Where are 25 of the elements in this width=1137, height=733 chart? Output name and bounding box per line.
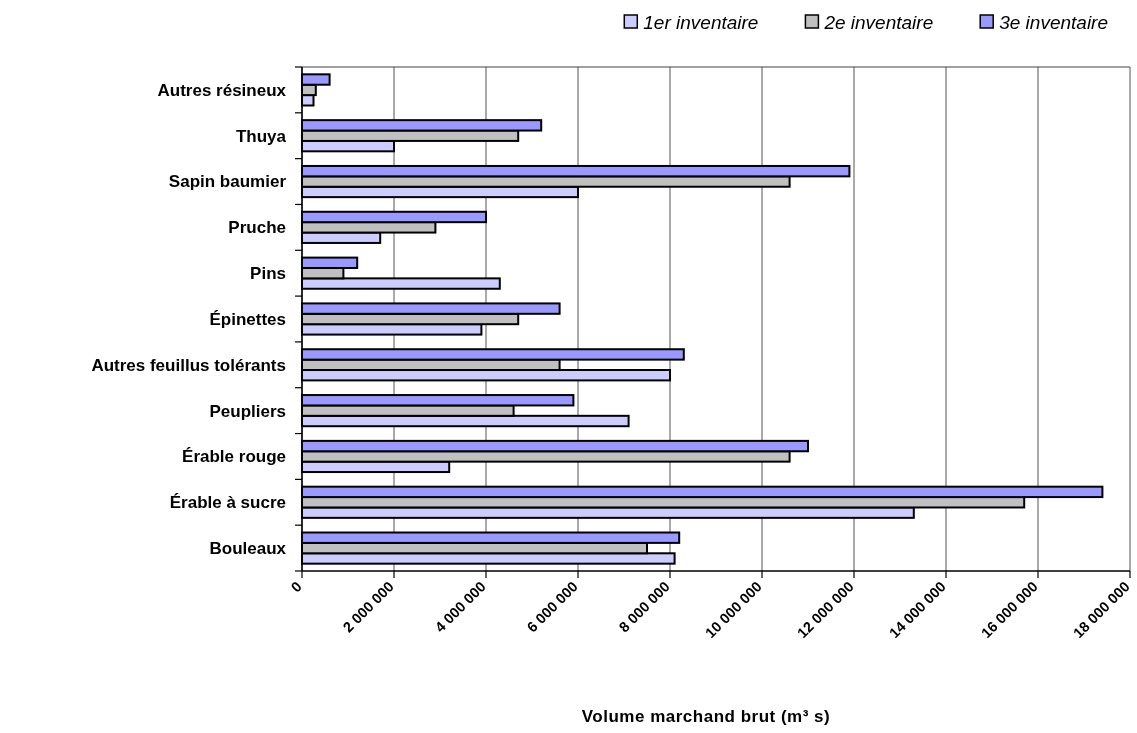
- legend-label: 2e inventaire: [823, 11, 934, 33]
- x-tick-label: 6 000 000: [523, 578, 581, 636]
- y-tick-label: Peupliers: [209, 401, 286, 421]
- y-tick-label: Autres résineux: [157, 80, 287, 100]
- legend-label: 3e inventaire: [999, 11, 1108, 33]
- y-tick-label: Érable à sucre: [169, 493, 286, 513]
- x-tick-label: 16 000 000: [978, 578, 1041, 642]
- x-tick-label: 14 000 000: [886, 578, 949, 642]
- y-tick-label: Thuya: [235, 126, 287, 146]
- y-tick-label: Épinettes: [209, 309, 286, 329]
- x-axis-title: Volume marchand brut (m³ s): [581, 707, 831, 726]
- y-tick-label: Sapin baumier: [168, 172, 287, 192]
- y-tick-label: Bouleaux: [209, 539, 287, 559]
- x-tick-label: 8 000 000: [615, 578, 673, 636]
- x-tick-label: 4 000 000: [431, 578, 489, 636]
- y-tick-label: Pins: [250, 264, 286, 284]
- x-tick-label: 18 000 000: [1070, 578, 1133, 642]
- y-tick-label: Érable rouge: [182, 447, 286, 467]
- x-tick-label: 0: [287, 578, 305, 596]
- x-tick-label: 2 000 000: [339, 578, 397, 636]
- y-tick-label: Pruche: [228, 218, 286, 238]
- y-tick-label: Autres feuillus tolérants: [91, 355, 286, 375]
- x-tick-label: 10 000 000: [702, 578, 765, 642]
- x-tick-label: 12 000 000: [794, 578, 857, 642]
- legend-label: 1er inventaire: [643, 11, 759, 33]
